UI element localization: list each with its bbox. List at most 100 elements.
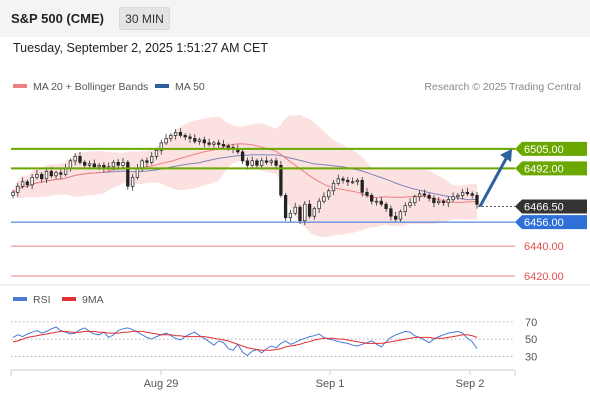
rsi-ma-legend-label: 9MA: [82, 294, 104, 306]
candle-body: [360, 179, 364, 193]
candle-body: [422, 193, 427, 196]
candle-body: [54, 172, 58, 177]
candle-body: [346, 179, 350, 183]
candle-body: [193, 138, 197, 142]
ma20-line: [12, 143, 477, 203]
candle-body: [274, 160, 278, 166]
candle-body: [475, 194, 479, 205]
candle-body: [465, 191, 470, 195]
candle-body: [154, 150, 159, 157]
chart-header: [0, 0, 590, 37]
candle-body: [394, 215, 398, 220]
rsi-legend-swatch: [13, 297, 27, 301]
candle-body: [432, 197, 436, 204]
x-tick-label-sep2: Sep 2: [456, 378, 485, 390]
candle-body: [83, 161, 87, 166]
candle-body: [384, 203, 388, 210]
candle-body: [446, 199, 450, 204]
candle-body: [202, 139, 206, 144]
candle-body: [212, 142, 216, 145]
candle-body: [30, 176, 34, 186]
candle-body: [49, 170, 53, 177]
candle-body: [350, 181, 355, 184]
candle-body: [470, 193, 474, 196]
candle-body: [250, 160, 254, 166]
candle-body: [279, 164, 283, 196]
candle-body: [260, 160, 264, 166]
candle-body: [240, 151, 245, 162]
candle-body: [59, 172, 63, 175]
last-price-label: 6466.50: [524, 201, 564, 213]
candle-body: [135, 167, 140, 178]
candle-body: [145, 160, 149, 163]
projection-arrowhead: [500, 148, 512, 162]
candle-body: [341, 178, 345, 181]
x-tick-label-aug29: Aug 29: [144, 378, 179, 390]
candle-body: [365, 191, 369, 196]
candle-body: [159, 142, 163, 151]
candle-body: [169, 135, 173, 139]
candle-body: [355, 179, 360, 183]
candle-body: [150, 156, 154, 163]
candle-body: [307, 203, 312, 217]
bollinger-band: [13, 114, 477, 238]
rsi-tick-label: 70: [525, 317, 537, 329]
ma20-legend-swatch: [13, 84, 27, 88]
candle-body: [379, 200, 383, 205]
candle-body: [293, 206, 297, 214]
candle-body: [403, 205, 407, 213]
research-credit: Research © 2025 Trading Central: [424, 81, 581, 93]
candle-body: [389, 208, 393, 217]
resistance-label: 6492.00: [524, 163, 564, 175]
candle-body: [327, 190, 331, 198]
candle-body: [35, 173, 39, 178]
candle-body: [226, 145, 230, 148]
candle-body: [73, 156, 77, 162]
candle-body: [183, 135, 187, 138]
support-label: 6420.00: [524, 271, 564, 283]
candle-body: [413, 196, 417, 204]
candle-body: [130, 176, 135, 187]
candle-body: [245, 160, 250, 166]
candle-body: [25, 181, 29, 186]
resistance-tag: [515, 161, 587, 176]
candle-body: [140, 160, 144, 169]
chart-timestamp: Tuesday, September 2, 2025 1:51:27 AM CE…: [13, 41, 269, 55]
support-label: 6440.00: [524, 241, 564, 253]
candle-body: [451, 196, 455, 201]
rsi-ma-legend-swatch: [62, 297, 76, 301]
rsi-ma-line: [12, 330, 478, 351]
pivot-label: 6456.00: [524, 217, 564, 229]
candle-body: [188, 136, 192, 139]
candle-body: [312, 208, 316, 217]
candle-body: [417, 193, 422, 198]
candle-body: [303, 203, 307, 222]
rsi-legend-label: RSI: [33, 294, 51, 306]
candle-body: [97, 164, 101, 168]
candle-body: [16, 185, 20, 193]
candle-body: [217, 142, 221, 145]
projection-arrow: [478, 156, 509, 208]
candle-body: [427, 194, 431, 199]
timeframe-button[interactable]: 30 MIN: [119, 7, 170, 30]
candle-body: [269, 160, 273, 163]
pivot-tag: [515, 215, 587, 230]
candle-body: [264, 160, 269, 163]
candle-body: [164, 138, 168, 144]
candle-body: [207, 142, 211, 145]
candle-body: [111, 161, 116, 168]
candle-body: [322, 196, 326, 202]
candle-body: [173, 132, 178, 136]
price-plot-area: 6505.00 6492.00 6466.50 6456.00 6440.00 6420.…: [11, 114, 587, 283]
candle-body: [331, 182, 336, 192]
candle-body: [255, 160, 259, 166]
candle-body: [288, 212, 293, 219]
candle-body: [78, 156, 82, 163]
candle-body: [20, 181, 25, 187]
candle-body: [460, 191, 465, 196]
candle-body: [456, 194, 460, 198]
candle-body: [370, 194, 374, 202]
ma20-legend-label: MA 20 + Bollinger Bands: [33, 81, 148, 93]
candle-body: [116, 161, 120, 166]
